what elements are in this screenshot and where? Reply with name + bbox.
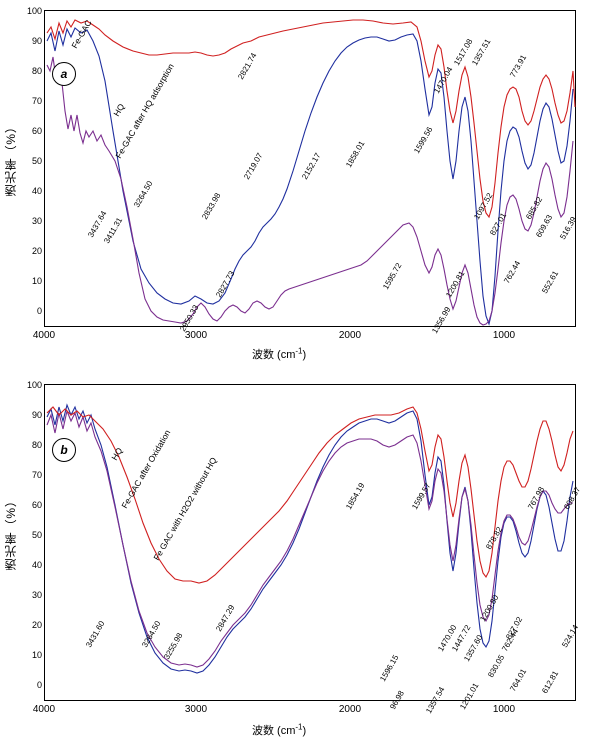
panel-b-xtick-3000: 3000: [184, 704, 208, 715]
panel-a-badge: a: [52, 62, 76, 86]
panel-b-ytick-60: 60: [31, 500, 42, 510]
panel-a-ytick-40: 40: [31, 186, 42, 196]
panel-b-ytick-20: 20: [31, 620, 42, 630]
panel-a-ytick-90: 90: [31, 36, 42, 46]
panel-a-ylabel: 透光率（%）: [4, 120, 18, 197]
panel-a-ytick-60: 60: [31, 126, 42, 136]
panel-b-xtick-1000: 1000: [492, 704, 516, 715]
panel-b-xtick-4000: 4000: [32, 704, 56, 715]
panel-b-ytick-40: 40: [31, 560, 42, 570]
panel-b-xlabel: 波数 (cm-1): [252, 722, 306, 738]
panel-a-plot-area: [44, 10, 576, 327]
panel-b-ytick-80: 80: [31, 440, 42, 450]
panel-a: 透光率（%） 100 90 80 70 60 50 40 30 20 10 0 …: [0, 0, 600, 370]
panel-b: 透光率（%） 100 90 80 70 60 50 40 30 20 10 0 …: [0, 372, 600, 748]
panel-a-xtick-3000: 3000: [184, 330, 208, 341]
panel-b-ytick-70: 70: [31, 470, 42, 480]
panel-b-ytick-10: 10: [31, 650, 42, 660]
panel-b-plot-area: [44, 384, 576, 701]
panel-a-xlabel: 波数 (cm-1): [252, 346, 306, 362]
panel-a-xlabel-main: 波数 (cm: [252, 349, 296, 361]
panel-b-ytick-0: 0: [36, 680, 42, 690]
panel-a-ytick-100: 100: [26, 6, 42, 16]
panel-a-ytick-50: 50: [31, 156, 42, 166]
panel-a-xtick-4000: 4000: [32, 330, 56, 341]
panel-a-ytick-10: 10: [31, 276, 42, 286]
panel-a-curves: [46, 19, 576, 326]
panel-b-badge: b: [52, 438, 76, 462]
panel-a-xlabel-tail: ): [302, 349, 307, 361]
panel-a-xlabel-sup: -1: [295, 346, 303, 356]
panel-b-ytick-90: 90: [31, 410, 42, 420]
panel-b-curves: [46, 403, 574, 674]
panel-b-ytick-30: 30: [31, 590, 42, 600]
panel-a-xtick-2000: 2000: [338, 330, 362, 341]
panel-b-xtick-2000: 2000: [338, 704, 362, 715]
panel-a-ytick-30: 30: [31, 216, 42, 226]
panel-a-ytick-20: 20: [31, 246, 42, 256]
panel-a-xtick-1000: 1000: [492, 330, 516, 341]
panel-b-ylabel: 透光率（%）: [4, 494, 18, 571]
panel-b-ytick-50: 50: [31, 530, 42, 540]
panel-b-ytick-100: 100: [26, 380, 42, 390]
panel-a-ytick-70: 70: [31, 96, 42, 106]
panel-b-xlabel-tail: ): [302, 725, 307, 737]
panel-b-xlabel-sup: -1: [295, 722, 303, 732]
panel-a-ytick-80: 80: [31, 66, 42, 76]
panel-a-ytick-0: 0: [36, 306, 42, 316]
panel-b-xlabel-main: 波数 (cm: [252, 725, 296, 737]
